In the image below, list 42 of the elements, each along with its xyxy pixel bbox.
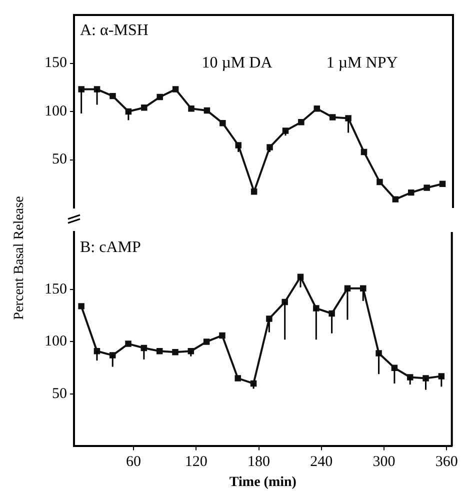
point [110, 92, 116, 100]
x-tick-label: 360 [435, 454, 458, 470]
x-axis-title: Time (min) [229, 475, 297, 490]
x-tick-label: 120 [184, 454, 208, 470]
point [141, 104, 148, 111]
y-tick-label: 50 [52, 152, 67, 168]
y-tick-label: 50 [52, 386, 67, 402]
y-tick-label: 150 [44, 281, 67, 298]
y-tick-label: 100 [44, 103, 67, 120]
point [172, 349, 178, 356]
point [156, 94, 163, 100]
point [172, 86, 179, 92]
point [392, 196, 399, 202]
x-tick-label: 60 [126, 454, 141, 470]
point [188, 105, 194, 112]
point [78, 303, 84, 310]
point [250, 188, 258, 195]
annotation: 1 µM NPY [326, 54, 398, 72]
x-tick-label: 240 [310, 454, 333, 470]
point [204, 107, 210, 114]
point [408, 189, 414, 196]
point [156, 348, 163, 354]
annotation: 10 µM DA [202, 54, 273, 72]
point [220, 120, 226, 126]
chart-title: B: cAMP [80, 239, 141, 256]
point [203, 338, 210, 345]
point [314, 105, 320, 112]
x-tick-label: 300 [372, 454, 396, 470]
y-tick-label: 150 [44, 55, 67, 72]
point [424, 184, 430, 191]
point [376, 178, 383, 186]
x-tick-label: 180 [248, 454, 270, 470]
y-axis-title: Percent Basal Release [12, 195, 28, 322]
point [329, 114, 336, 120]
point [125, 340, 132, 347]
point [360, 148, 368, 156]
point [234, 375, 241, 382]
chart-title: A: α-MSH [80, 22, 149, 40]
point [298, 118, 304, 126]
y-tick-label: 100 [44, 334, 67, 350]
point [439, 180, 446, 187]
point [219, 332, 226, 339]
